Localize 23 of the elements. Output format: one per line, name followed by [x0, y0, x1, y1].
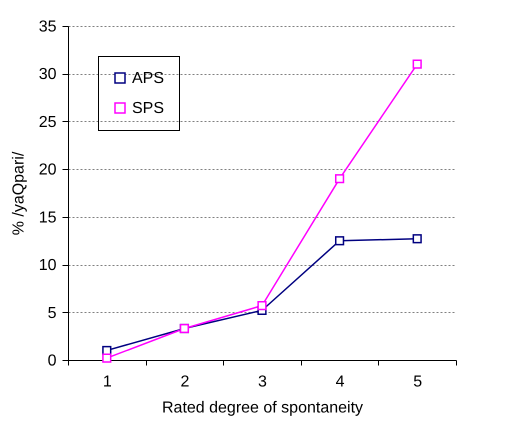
y-tick-label: 0 [48, 352, 57, 370]
point [412, 60, 422, 69]
x-tick-label: 3 [258, 374, 268, 390]
legend-label: APS [132, 70, 164, 87]
point [412, 234, 422, 244]
y-tick-label: 30 [38, 66, 57, 84]
point [334, 174, 344, 184]
point [102, 353, 112, 363]
y-axis-title: % /yaQpari/ [10, 151, 28, 236]
legend-label: SPS [132, 100, 164, 117]
y-tick-label: 10 [38, 257, 57, 274]
x-axis-title: Rated degree of spontaneity [162, 400, 364, 416]
y-tick-label: 35 [38, 18, 57, 36]
y-tick-label: 15 [38, 209, 57, 226]
x-tick-label: 1 [102, 374, 112, 390]
y-tick-label: 20 [38, 162, 57, 179]
y-tick-label: 25 [38, 114, 57, 131]
x-tick-label: 4 [336, 374, 345, 390]
y-tick-label: 5 [48, 304, 57, 322]
point [334, 236, 344, 246]
x-tick-label: 2 [180, 374, 190, 390]
x-tick-label: 5 [413, 374, 422, 390]
point [257, 300, 267, 310]
